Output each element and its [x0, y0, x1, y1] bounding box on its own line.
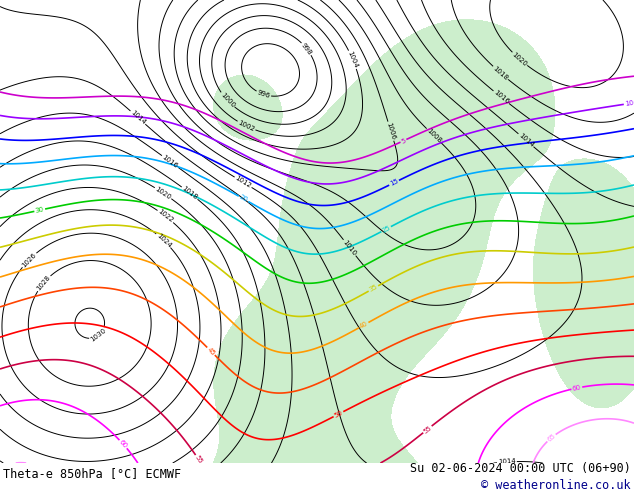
Text: 1008: 1008	[425, 127, 443, 144]
Text: 1028: 1028	[36, 274, 51, 292]
Text: 30: 30	[35, 206, 45, 214]
Text: 60: 60	[118, 439, 129, 449]
Text: 1018: 1018	[181, 185, 198, 201]
Text: Theta-e 850hPa [°C] ECMWF: Theta-e 850hPa [°C] ECMWF	[3, 467, 181, 480]
Text: 15: 15	[389, 178, 399, 187]
Text: 1016: 1016	[161, 154, 179, 169]
Text: 55: 55	[422, 424, 433, 435]
Text: 35: 35	[368, 284, 378, 293]
Text: 1016: 1016	[493, 89, 510, 105]
Text: 1006: 1006	[385, 122, 396, 141]
Text: 1014: 1014	[498, 459, 516, 466]
Text: 1014: 1014	[129, 109, 146, 126]
Text: 40: 40	[358, 320, 369, 330]
Text: 50: 50	[333, 410, 344, 419]
Text: 996: 996	[256, 89, 271, 99]
Text: 1024: 1024	[155, 232, 172, 249]
Text: 1030: 1030	[89, 327, 108, 343]
Text: 1020: 1020	[154, 186, 172, 200]
Text: 1010: 1010	[342, 239, 358, 257]
Text: 1000: 1000	[219, 92, 236, 109]
Text: 1014: 1014	[517, 132, 534, 148]
Text: 998: 998	[300, 42, 313, 56]
Text: 1022: 1022	[157, 208, 174, 224]
Text: © weatheronline.co.uk: © weatheronline.co.uk	[481, 479, 631, 490]
Text: 1018: 1018	[492, 65, 509, 81]
Text: 1012: 1012	[234, 175, 252, 190]
Text: 25: 25	[381, 224, 391, 234]
Text: 65: 65	[546, 433, 557, 443]
Text: 1026: 1026	[21, 251, 37, 269]
Text: 45: 45	[206, 346, 216, 357]
Text: 10: 10	[624, 100, 634, 107]
Text: 20: 20	[238, 194, 249, 204]
Text: Su 02-06-2024 00:00 UTC (06+90): Su 02-06-2024 00:00 UTC (06+90)	[410, 463, 631, 475]
Text: 1002: 1002	[237, 120, 256, 133]
Text: 1020: 1020	[511, 51, 528, 67]
Text: 60: 60	[572, 384, 582, 392]
Text: 1004: 1004	[347, 50, 359, 69]
Text: 5: 5	[400, 137, 406, 145]
Text: 55: 55	[194, 454, 204, 465]
